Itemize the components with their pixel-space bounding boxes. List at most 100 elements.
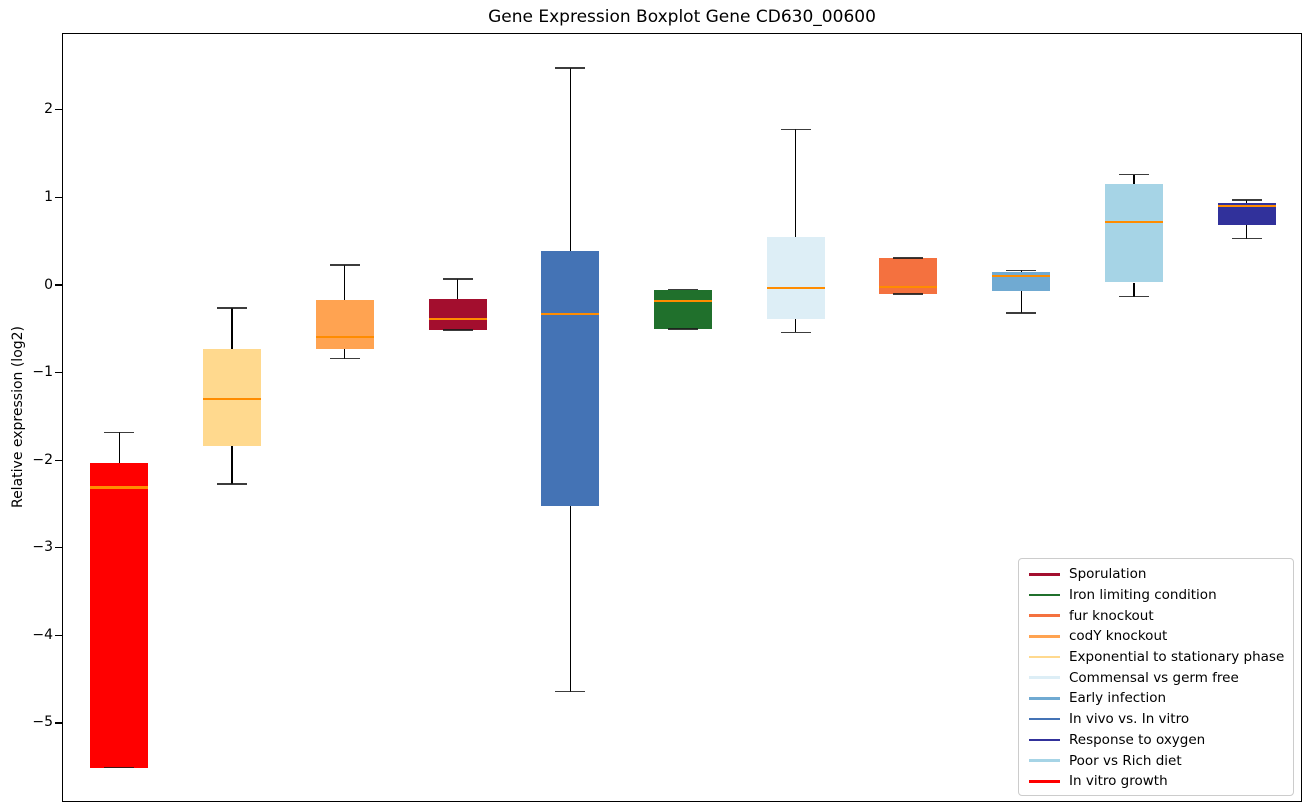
upper-whisker-cap: [104, 431, 135, 433]
legend-label: codY knockout: [1069, 628, 1168, 645]
legend-label: Early infection: [1069, 690, 1167, 707]
legend-item: Exponential to stationary phase: [1029, 647, 1293, 668]
chart-title: Gene Expression Boxplot Gene CD630_00600: [488, 7, 876, 27]
median-line: [90, 486, 149, 489]
legend-swatch: [1029, 573, 1060, 576]
lower-whisker-cap: [893, 293, 924, 295]
upper-whisker: [1245, 200, 1248, 203]
legend-item: In vivo vs. In vitro: [1029, 709, 1293, 730]
y-tick-mark: [55, 547, 62, 549]
lower-whisker-cap: [329, 358, 360, 360]
legend-swatch: [1029, 635, 1060, 638]
lower-whisker-cap: [217, 483, 248, 485]
upper-whisker: [1133, 174, 1135, 184]
median-line: [654, 299, 712, 302]
legend-swatch: [1029, 717, 1060, 721]
upper-whisker-cap: [1118, 174, 1149, 176]
legend-label: fur knockout: [1069, 607, 1154, 624]
legend-swatch: [1029, 655, 1060, 659]
legend-item: Commensal vs germ free: [1029, 667, 1293, 688]
upper-whisker: [795, 129, 797, 237]
upper-whisker: [118, 432, 120, 463]
lower-whisker-cap: [780, 331, 811, 334]
upper-whisker-cap: [893, 257, 924, 259]
upper-whisker-cap: [555, 67, 586, 69]
upper-whisker: [1020, 270, 1022, 272]
legend-swatch: [1029, 779, 1060, 783]
legend-swatch: [1029, 593, 1060, 597]
y-tick-label: 2: [44, 101, 53, 118]
box-rect: [766, 236, 825, 320]
upper-whisker: [456, 279, 459, 300]
y-tick-mark: [55, 196, 62, 198]
upper-whisker: [569, 67, 571, 251]
lower-whisker: [1245, 224, 1248, 239]
y-tick-label: 1: [44, 188, 53, 205]
upper-whisker: [231, 307, 233, 350]
y-tick-mark: [55, 372, 62, 374]
lower-whisker-cap: [1006, 312, 1037, 314]
median-line: [766, 286, 825, 289]
median-line: [315, 335, 374, 338]
median-line: [428, 318, 487, 321]
y-tick-label: −3: [32, 539, 53, 556]
lower-whisker-cap: [1118, 295, 1149, 298]
lower-whisker-cap: [442, 329, 473, 331]
upper-whisker-cap: [217, 307, 248, 309]
lower-whisker: [344, 349, 346, 359]
y-tick-mark: [55, 459, 62, 461]
legend-item: Response to oxygen: [1029, 730, 1293, 751]
legend-swatch: [1029, 676, 1060, 680]
lower-whisker-cap: [668, 328, 698, 330]
box-rect: [315, 300, 374, 350]
median-line: [1217, 205, 1276, 208]
legend-item: Sporulation: [1029, 564, 1293, 585]
y-tick-mark: [55, 722, 62, 724]
legend: Sporulation Iron limiting condition fur kn…: [1018, 558, 1294, 796]
box-rect: [654, 289, 712, 329]
box-rect: [1217, 202, 1276, 225]
legend-label: Poor vs Rich diet: [1069, 752, 1182, 769]
y-tick-label: −1: [32, 364, 53, 381]
y-tick-mark: [55, 634, 62, 636]
legend-label: In vivo vs. In vitro: [1069, 711, 1190, 728]
lower-whisker: [569, 505, 571, 692]
lower-whisker-cap: [1231, 238, 1262, 240]
box-rect: [428, 299, 487, 330]
upper-whisker-cap: [1231, 199, 1262, 201]
lower-whisker: [231, 446, 233, 484]
upper-whisker-cap: [442, 278, 473, 280]
legend-swatch: [1029, 759, 1060, 762]
upper-whisker-cap: [780, 128, 811, 130]
box-rect: [90, 462, 149, 768]
box-rect: [879, 257, 938, 294]
y-tick-label: 0: [44, 276, 53, 293]
legend-item: Iron limiting condition: [1029, 585, 1293, 606]
lower-whisker-cap: [555, 690, 586, 693]
y-tick-mark: [55, 284, 62, 286]
median-line: [203, 397, 262, 401]
box-rect: [541, 250, 600, 506]
median-line: [879, 285, 938, 288]
legend-label: In vitro growth: [1069, 773, 1168, 790]
legend-item: Poor vs Rich diet: [1029, 750, 1293, 771]
legend-swatch: [1029, 738, 1060, 742]
lower-whisker: [1133, 282, 1135, 297]
box-rect: [1104, 183, 1163, 283]
legend-item: In vitro growth: [1029, 771, 1293, 792]
y-tick-label: −2: [32, 451, 53, 468]
y-tick-label: −5: [32, 714, 53, 731]
legend-swatch: [1029, 614, 1060, 618]
legend-label: Exponential to stationary phase: [1069, 649, 1285, 666]
lower-whisker-cap: [104, 767, 135, 769]
box-rect: [203, 349, 262, 447]
upper-whisker-cap: [329, 264, 360, 266]
legend-label: Commensal vs germ free: [1069, 669, 1239, 686]
median-line: [541, 312, 600, 316]
legend-item: Early infection: [1029, 688, 1293, 709]
upper-whisker-cap: [668, 288, 698, 291]
y-tick-mark: [55, 109, 62, 111]
upper-whisker: [344, 264, 346, 301]
legend-item: fur knockout: [1029, 605, 1293, 626]
